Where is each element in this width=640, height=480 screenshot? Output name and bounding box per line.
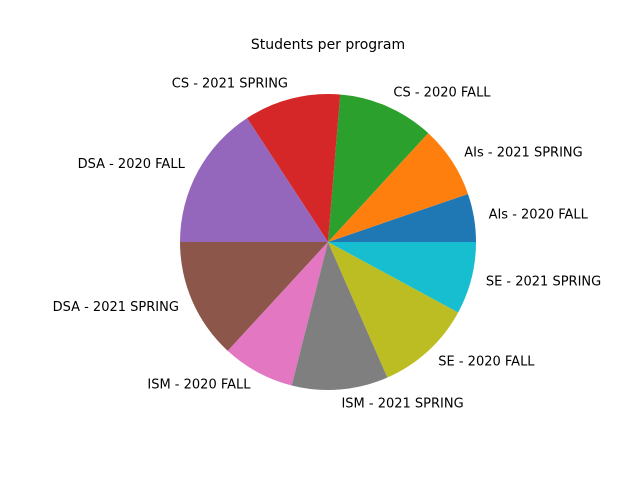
pie-slice-5	[180, 242, 328, 351]
pie-label-5: DSA - 2021 SPRING	[53, 300, 179, 315]
pie-slice-3	[247, 93, 341, 243]
pie-slice-4	[180, 118, 328, 242]
pie-label-7: ISM - 2021 SPRING	[341, 397, 463, 412]
pie-labels: AIs - 2020 FALL AIs - 2021 SPRING CS - 202…	[53, 77, 602, 412]
pie-slices	[180, 93, 477, 390]
pie-slice-0	[328, 193, 477, 242]
pie-label-8: SE - 2020 FALL	[438, 354, 535, 369]
pie-label-6: ISM - 2020 FALL	[147, 378, 251, 393]
pie-slice-8	[328, 242, 459, 378]
pie-slice-9	[328, 242, 476, 313]
chart-title: Students per program	[251, 37, 405, 53]
pie-label-1: AIs - 2021 SPRING	[464, 145, 582, 160]
pie-label-4: DSA - 2020 FALL	[78, 157, 186, 172]
pie-slice-7	[291, 242, 388, 390]
pie-label-3: CS - 2021 SPRING	[172, 77, 288, 92]
pie-slice-6	[227, 242, 328, 386]
pie-label-2: CS - 2020 FALL	[393, 85, 491, 100]
pie-label-9: SE - 2021 SPRING	[486, 274, 601, 289]
pie-slice-1	[328, 133, 468, 242]
pie-slice-2	[328, 94, 429, 242]
pie-label-0: AIs - 2020 FALL	[489, 208, 589, 223]
